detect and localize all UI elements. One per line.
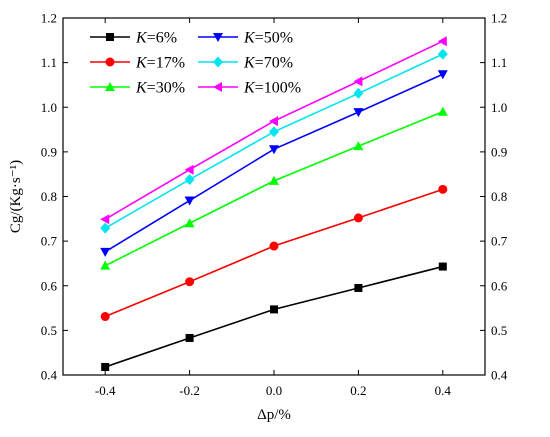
legend-item: K=17% bbox=[90, 55, 185, 72]
y-tick-label-left: 0.8 bbox=[41, 189, 57, 204]
y-tick-label-right: 0.8 bbox=[491, 189, 507, 204]
data-point bbox=[353, 108, 364, 118]
y-tick-label-left: 1.0 bbox=[41, 100, 57, 115]
data-point bbox=[100, 260, 111, 270]
y-tick-label-right: 0.7 bbox=[491, 234, 508, 249]
legend-marker bbox=[213, 33, 223, 42]
y-tick-label-left: 0.5 bbox=[41, 323, 57, 338]
legend-item: K=70% bbox=[198, 55, 293, 72]
data-point bbox=[184, 164, 194, 175]
legend-marker bbox=[213, 82, 222, 92]
legend-item: K=50% bbox=[198, 30, 293, 47]
legend-marker bbox=[105, 82, 115, 91]
x-tick-label: 0.0 bbox=[266, 383, 282, 398]
data-point bbox=[100, 247, 111, 257]
series-line-1 bbox=[104, 188, 444, 318]
x-tick-label: -0.4 bbox=[95, 383, 116, 398]
data-point bbox=[353, 87, 364, 99]
data-point bbox=[437, 70, 448, 80]
legend-label: K=100% bbox=[243, 80, 301, 97]
data-point bbox=[100, 214, 110, 225]
data-point bbox=[354, 283, 363, 292]
data-point bbox=[184, 174, 195, 186]
y-tick-label-left: 0.6 bbox=[41, 278, 58, 293]
y-tick-label-left: 0.7 bbox=[41, 234, 58, 249]
data-point bbox=[269, 126, 279, 138]
y-axis-title: Cg/(Kg·s⁻¹) bbox=[8, 160, 24, 233]
data-point bbox=[101, 362, 110, 371]
data-point bbox=[100, 222, 111, 234]
data-point bbox=[184, 196, 195, 206]
y-tick-label-right: 0.9 bbox=[491, 144, 507, 159]
data-point bbox=[437, 106, 448, 116]
y-tick-label-left: 1.2 bbox=[41, 11, 57, 26]
x-tick-label: 0.2 bbox=[350, 383, 366, 398]
legend-label: K=50% bbox=[243, 30, 293, 47]
data-point bbox=[438, 184, 448, 194]
data-point bbox=[269, 175, 279, 185]
series-line-3 bbox=[104, 73, 444, 253]
legend-marker bbox=[213, 56, 223, 68]
legend-item: K=30% bbox=[90, 80, 185, 97]
y-tick-label-right: 1.0 bbox=[491, 100, 507, 115]
y-tick-label-right: 0.4 bbox=[491, 368, 508, 383]
legend-marker bbox=[105, 57, 115, 67]
x-tick-label: 0.4 bbox=[435, 383, 452, 398]
y-tick-label-left: 1.1 bbox=[41, 55, 57, 70]
data-point bbox=[270, 305, 278, 314]
data-point bbox=[185, 333, 194, 342]
data-point bbox=[269, 145, 279, 155]
y-tick-label-left: 0.9 bbox=[41, 144, 57, 159]
legend-marker bbox=[106, 33, 114, 41]
y-tick-label-right: 0.6 bbox=[491, 278, 508, 293]
data-point bbox=[185, 277, 195, 287]
x-tick-label: -0.2 bbox=[179, 383, 200, 398]
data-point bbox=[353, 141, 364, 151]
y-tick-label-right: 0.5 bbox=[491, 323, 507, 338]
y-tick-label-right: 1.1 bbox=[491, 55, 507, 70]
legend-label: K=30% bbox=[135, 80, 185, 97]
legend-item: K=100% bbox=[198, 80, 301, 97]
legend-label: K=6% bbox=[135, 30, 177, 47]
data-point bbox=[353, 76, 363, 87]
legend-item: K=6% bbox=[90, 30, 177, 47]
data-point bbox=[100, 312, 110, 322]
data-point bbox=[353, 213, 363, 223]
data-point bbox=[269, 241, 279, 251]
x-axis-title: Δp/% bbox=[257, 407, 291, 423]
legend-label: K=70% bbox=[243, 55, 293, 72]
data-point bbox=[437, 36, 447, 47]
data-point bbox=[437, 48, 448, 60]
y-tick-label-right: 1.2 bbox=[491, 11, 507, 26]
series-line-0 bbox=[104, 265, 443, 368]
data-point bbox=[269, 116, 278, 127]
data-point bbox=[184, 218, 195, 228]
legend-label: K=17% bbox=[135, 55, 185, 72]
data-point bbox=[438, 262, 447, 271]
y-tick-label-left: 0.4 bbox=[41, 368, 58, 383]
